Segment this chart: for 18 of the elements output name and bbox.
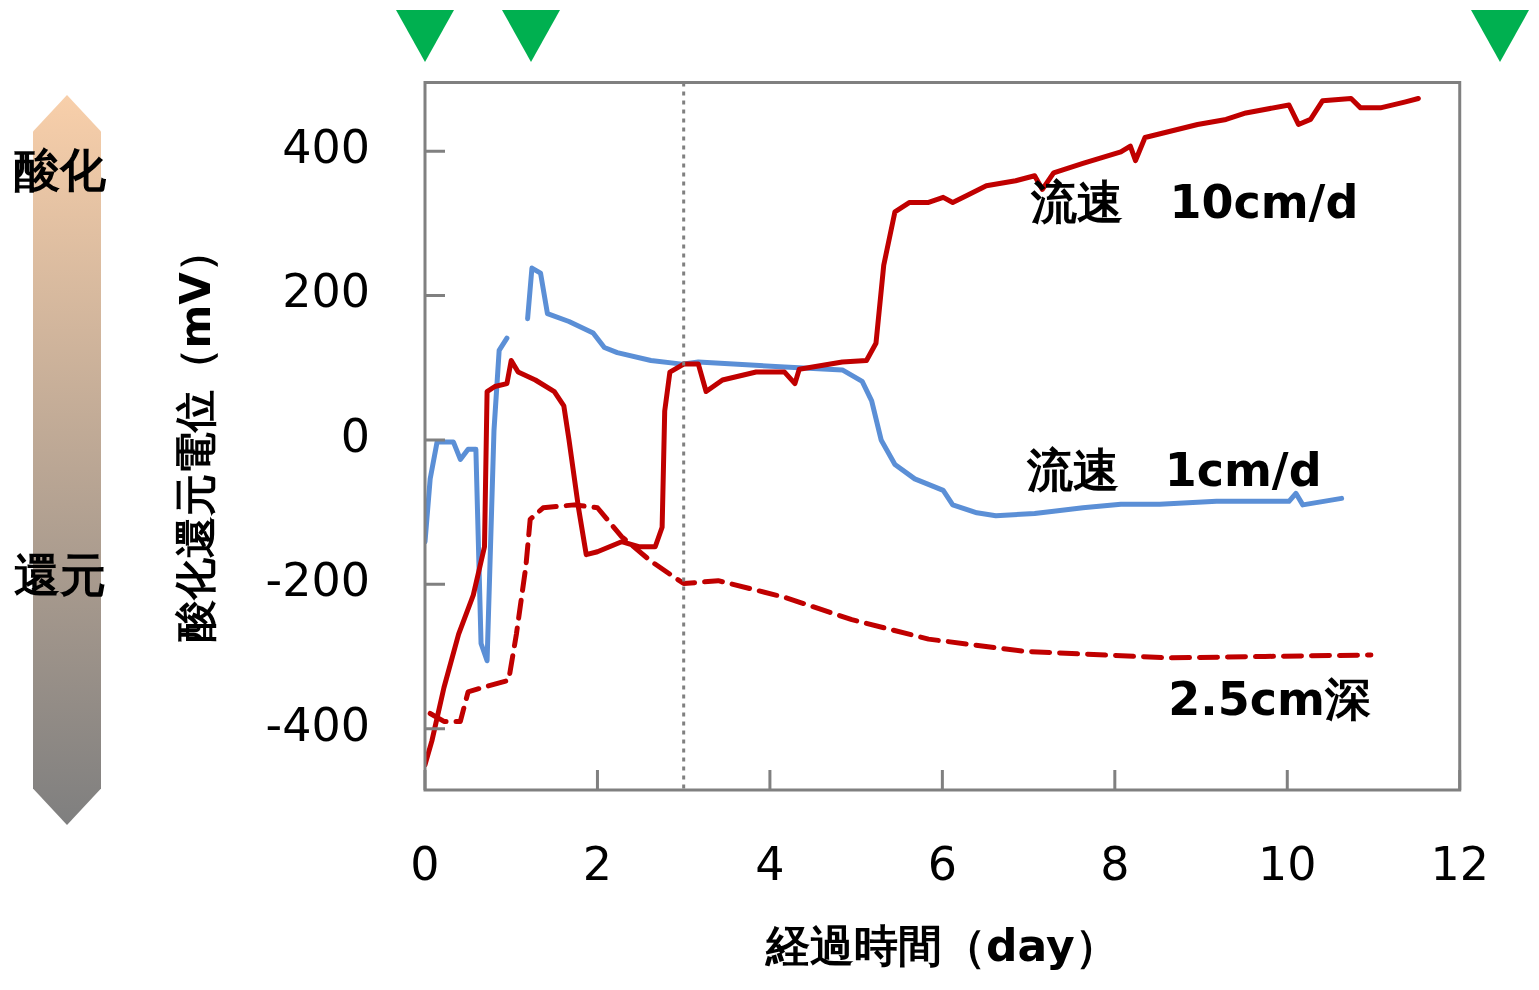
x-tick-label: 4 [755,836,785,891]
x-tick-label: 12 [1430,836,1490,891]
x-tick-label: 2 [582,836,613,891]
y-tick-label: 200 [282,264,370,319]
series-label: 流速 1cm/d [1025,443,1322,498]
x-tick-label: 10 [1258,836,1317,891]
y-tick-label: 400 [282,120,370,175]
x-tick-label: 0 [410,836,440,891]
y-tick-label: -200 [265,553,370,608]
text: 酸化 [14,142,106,199]
x-tick-label: 8 [1100,836,1130,891]
x-tick-label: 6 [927,836,958,891]
series-label: 2.5cm深 [1168,672,1371,727]
y-tick-label: 0 [340,408,370,463]
series-label: 流速 10cm/d [1030,175,1359,230]
x-axis-title: 経過時間（day） [764,920,1119,972]
y-tick-label: -400 [265,697,370,752]
y-axis-title: 酸化還元電位（mV） [171,230,221,643]
